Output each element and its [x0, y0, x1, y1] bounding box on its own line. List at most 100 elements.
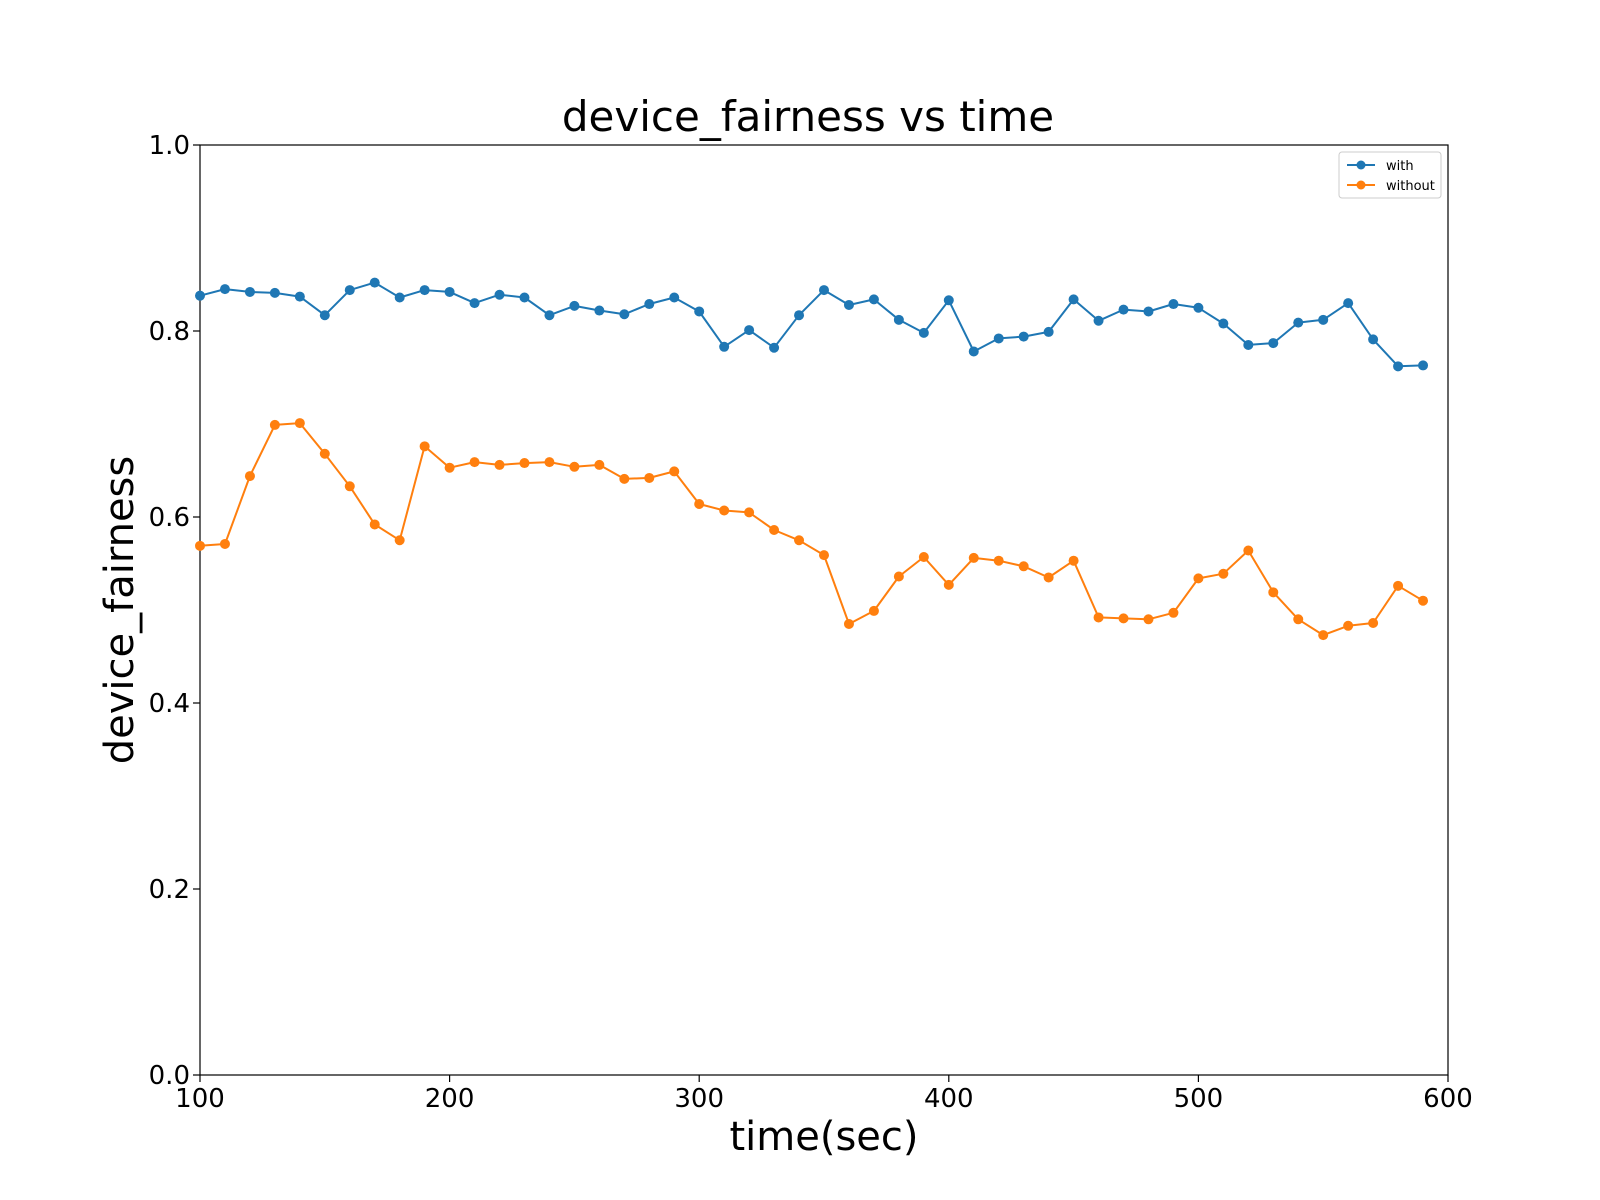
data-point-without: [769, 525, 780, 536]
data-point-with: [719, 341, 730, 352]
data-point-with: [344, 285, 355, 296]
data-point-with: [1318, 314, 1329, 325]
data-point-without: [1143, 614, 1154, 625]
data-point-with: [294, 291, 305, 302]
data-point-without: [195, 540, 205, 551]
data-point-without: [294, 418, 305, 429]
data-point-without: [843, 618, 854, 629]
data-point-with: [1368, 334, 1379, 345]
data-point-with: [244, 286, 255, 297]
y-tick-label: 0.8: [149, 317, 190, 347]
data-point-with: [319, 310, 330, 321]
plot-area: [199, 144, 1449, 1076]
data-point-with: [819, 285, 829, 296]
data-point-without: [1243, 545, 1254, 556]
data-point-with: [1168, 299, 1179, 310]
data-point-without: [519, 458, 530, 469]
data-point-with: [1393, 361, 1404, 372]
data-point-without: [744, 507, 755, 518]
data-point-without: [1293, 614, 1304, 625]
data-point-without: [594, 459, 605, 470]
legend-label-with: with: [1386, 159, 1414, 174]
data-point-without: [394, 535, 405, 546]
x-tick-label: 100: [175, 1084, 225, 1114]
data-point-with: [369, 277, 380, 288]
data-point-with: [1418, 360, 1429, 371]
data-point-with: [794, 310, 805, 321]
data-point-with: [968, 346, 979, 357]
data-point-with: [1293, 317, 1304, 328]
data-point-with: [394, 292, 405, 303]
data-point-without: [219, 538, 230, 549]
data-point-without: [319, 448, 330, 459]
chart-title: device_fairness vs time: [562, 92, 1054, 141]
y-axis-label: device_fairness: [97, 456, 143, 764]
data-point-with: [469, 298, 480, 309]
data-point-with: [419, 285, 430, 296]
x-tick-label: 500: [1174, 1084, 1224, 1114]
data-point-without: [1393, 580, 1404, 591]
data-point-without: [943, 579, 954, 590]
data-point-with: [1093, 315, 1104, 326]
data-point-with: [918, 327, 929, 338]
x-tick-label: 600: [1423, 1084, 1473, 1114]
data-point-without: [269, 419, 280, 430]
x-axis-label: time(sec): [729, 1114, 918, 1160]
data-point-without: [1368, 618, 1379, 629]
legend: with without: [1338, 151, 1442, 199]
data-point-without: [918, 551, 929, 562]
data-point-without: [1218, 568, 1229, 579]
data-point-with: [744, 325, 755, 336]
data-point-with: [269, 287, 280, 298]
data-point-without: [1068, 555, 1079, 566]
data-point-without: [419, 441, 430, 452]
data-point-with: [219, 284, 230, 295]
data-point-with: [544, 310, 555, 321]
data-point-with: [619, 309, 630, 320]
data-point-with: [644, 299, 655, 310]
data-point-without: [694, 498, 705, 509]
data-point-with: [1018, 331, 1029, 342]
data-point-without: [1193, 573, 1204, 584]
data-point-without: [893, 571, 904, 582]
data-point-with: [1218, 318, 1229, 329]
series-with: [195, 277, 1429, 372]
data-point-without: [794, 535, 805, 546]
data-point-without: [1343, 620, 1354, 631]
data-point-without: [868, 605, 879, 616]
data-point-with: [843, 299, 854, 310]
y-tick-label: 0.4: [149, 689, 190, 719]
x-axis: 100 200 300 400 500 600: [175, 1075, 1473, 1114]
data-point-with: [1243, 339, 1254, 350]
data-point-without: [369, 519, 380, 530]
data-point-without: [344, 481, 355, 492]
y-tick-label: 0.0: [149, 1061, 190, 1091]
x-tick-label: 400: [924, 1084, 974, 1114]
data-point-without: [544, 457, 555, 468]
data-point-with: [594, 305, 605, 316]
y-axis: 0.0 0.2 0.4 0.6 0.8 1.0: [149, 131, 200, 1091]
data-point-with: [195, 290, 205, 301]
legend-label-without: without: [1386, 179, 1435, 194]
data-point-with: [1268, 338, 1279, 349]
data-point-without: [1418, 595, 1429, 606]
legend-marker-with: [1356, 160, 1366, 170]
legend-marker-without: [1356, 180, 1366, 190]
data-point-with: [1143, 306, 1154, 317]
plot-frame: [199, 144, 1449, 1076]
x-tick-label: 300: [674, 1084, 724, 1114]
data-point-with: [694, 306, 705, 317]
data-point-without: [244, 471, 255, 482]
data-point-with: [669, 292, 680, 303]
data-point-without: [1118, 613, 1129, 624]
y-tick-label: 0.6: [149, 503, 190, 533]
x-tick-label: 200: [425, 1084, 475, 1114]
data-point-without: [719, 505, 730, 516]
data-point-with: [769, 342, 780, 353]
data-point-with: [1043, 326, 1054, 337]
data-point-without: [1093, 612, 1104, 623]
data-point-without: [1268, 587, 1279, 598]
data-point-with: [868, 294, 879, 305]
series-without: [195, 418, 1429, 641]
data-point-with: [444, 286, 455, 297]
